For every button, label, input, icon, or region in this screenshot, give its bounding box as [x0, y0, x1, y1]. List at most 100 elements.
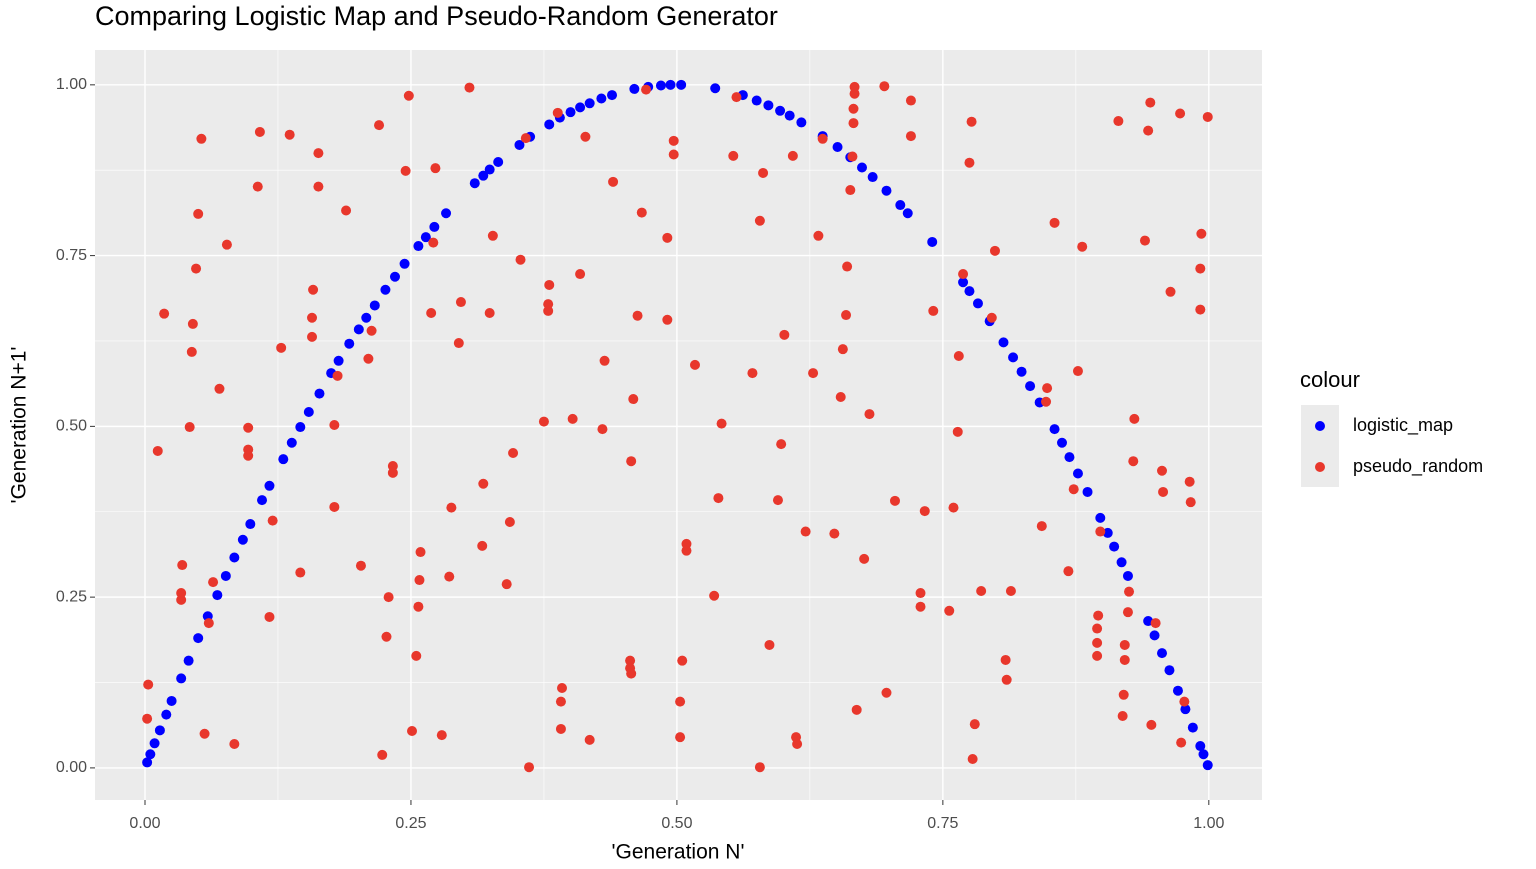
point [543, 299, 554, 310]
point [515, 254, 526, 265]
point [668, 149, 679, 160]
point [967, 754, 978, 765]
point [1092, 623, 1103, 634]
point [915, 601, 926, 612]
point [779, 329, 790, 340]
point [597, 424, 608, 435]
point [1063, 566, 1074, 577]
point [665, 79, 676, 90]
point [444, 571, 455, 582]
point [145, 749, 156, 760]
point [1185, 497, 1196, 508]
point [754, 215, 765, 226]
point [143, 679, 154, 690]
point [430, 163, 441, 174]
point [1041, 396, 1052, 407]
point [608, 176, 619, 187]
point [1005, 585, 1016, 596]
point [278, 454, 289, 465]
point [538, 416, 549, 427]
point [716, 418, 727, 429]
point [183, 655, 194, 666]
point [1157, 648, 1168, 659]
point [520, 133, 531, 144]
point [341, 205, 352, 216]
point [952, 426, 963, 437]
x-tick-label: 0.75 [927, 815, 958, 832]
point [837, 344, 848, 355]
y-axis-title: 'Generation N+1' [8, 347, 31, 504]
point [881, 687, 892, 698]
point [928, 305, 939, 316]
point [264, 611, 275, 622]
point [411, 650, 422, 661]
point [881, 185, 892, 196]
point [307, 331, 318, 342]
point [524, 762, 535, 773]
point [1119, 654, 1130, 665]
point [420, 232, 431, 243]
x-tick-label: 0.25 [395, 815, 426, 832]
point [295, 567, 306, 578]
point [889, 495, 900, 506]
point [636, 207, 647, 218]
point [1195, 741, 1206, 752]
point [149, 738, 160, 749]
point [915, 588, 926, 599]
point [383, 592, 394, 603]
point [787, 150, 798, 161]
legend-marker [1315, 462, 1325, 472]
point [308, 284, 319, 295]
point [374, 120, 385, 131]
point [849, 88, 860, 99]
point [675, 732, 686, 743]
legend-label: logistic_map [1353, 415, 1453, 436]
point [1001, 674, 1012, 685]
point [681, 538, 692, 549]
point [1158, 486, 1169, 497]
point [1082, 486, 1093, 497]
point [676, 79, 687, 90]
point [478, 170, 489, 181]
point [176, 588, 187, 599]
point [1187, 722, 1198, 733]
point [998, 337, 1009, 348]
point [1195, 263, 1206, 274]
point [152, 445, 163, 456]
point [710, 83, 721, 94]
point [303, 407, 314, 418]
point [1064, 452, 1075, 463]
point [1150, 618, 1161, 629]
legend-label: pseudo_random [1353, 456, 1483, 477]
point [927, 236, 938, 247]
point [625, 655, 636, 666]
point [329, 420, 340, 430]
x-tick-label: 0.00 [129, 815, 160, 832]
point [243, 450, 254, 461]
point [632, 310, 643, 321]
point [847, 151, 858, 162]
point [276, 342, 287, 353]
point [848, 118, 859, 129]
point [1093, 610, 1104, 621]
point [1113, 116, 1124, 127]
point [808, 368, 819, 379]
point [484, 307, 495, 318]
point [1092, 637, 1103, 648]
point [403, 90, 414, 101]
point [677, 655, 688, 666]
point [1095, 526, 1106, 537]
point [944, 605, 955, 616]
point [415, 547, 426, 558]
y-tick-label: 0.25 [56, 588, 87, 605]
point [879, 81, 890, 92]
point [313, 148, 324, 159]
point [552, 107, 563, 118]
point [1008, 352, 1019, 363]
point [849, 81, 860, 92]
point [245, 519, 256, 530]
point [599, 355, 610, 366]
point [555, 696, 566, 707]
point [607, 90, 618, 101]
point [313, 181, 324, 192]
